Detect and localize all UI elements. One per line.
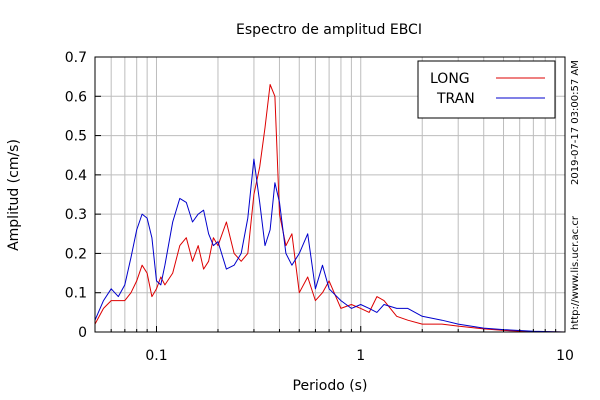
- website-label: http://www.lis.ucr.ac.cr: [570, 215, 581, 330]
- plot-frame: [94, 56, 566, 333]
- legend-box: [417, 60, 556, 119]
- y-tick-label: 0.7: [65, 50, 87, 66]
- chart-title: Espectro de amplitud EBCI: [236, 22, 422, 38]
- y-axis-label: Amplitud (cm/s): [6, 139, 22, 251]
- series-line-long: [94, 84, 566, 333]
- x-tick-label: 0.1: [145, 348, 167, 364]
- x-tick-label: 10: [556, 348, 574, 364]
- x-tick-label: 1: [356, 348, 365, 364]
- axis-ticks: 0 0.1 0.2 0.3 0.4 0.5 0.6 0.7 0.1 1 10: [65, 50, 574, 364]
- legend-label-tran: TRAN: [436, 91, 475, 107]
- series-layer: [94, 84, 566, 333]
- legend: LONG TRAN: [417, 60, 556, 119]
- series-line-tran: [94, 158, 566, 333]
- y-tick-label: 0.6: [65, 89, 87, 105]
- y-tick-label: 0.5: [65, 129, 87, 145]
- x-axis-label: Periodo (s): [293, 378, 368, 394]
- y-tick-label: 0.3: [65, 207, 87, 223]
- y-tick-label: 0.1: [65, 286, 87, 302]
- legend-label-long: LONG: [430, 71, 470, 87]
- y-tick-label: 0.4: [65, 168, 87, 184]
- y-tick-label: 0: [78, 325, 87, 341]
- y-tick-label: 0.2: [65, 246, 87, 262]
- timestamp-label: 2019-07-17 03:00:57 AM: [570, 60, 581, 185]
